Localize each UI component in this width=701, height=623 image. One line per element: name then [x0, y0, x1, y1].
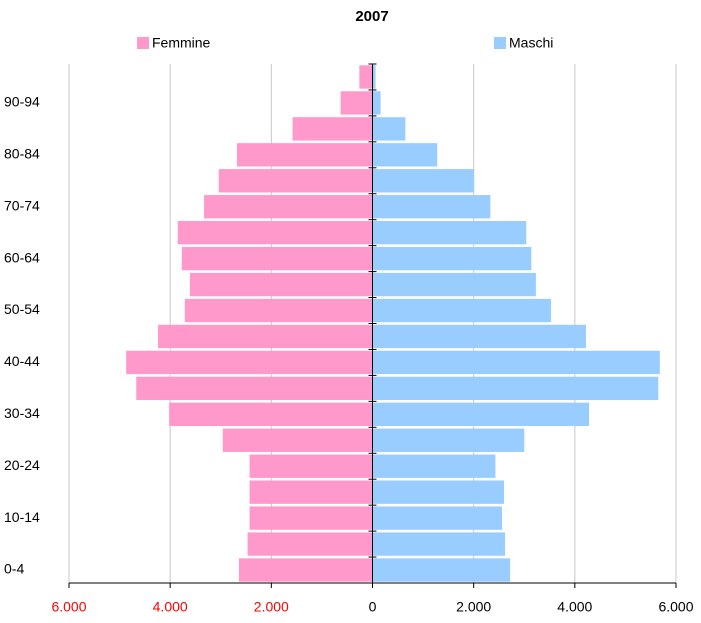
bar: [204, 195, 373, 219]
bar: [372, 428, 525, 452]
bar: [372, 220, 527, 245]
bar: [372, 376, 659, 401]
y-tick-label: 20-24: [4, 457, 40, 473]
x-tick-label: 6.000: [658, 599, 693, 615]
bar: [158, 324, 373, 349]
bar: [247, 532, 373, 556]
x-tick-label: 2.000: [456, 599, 491, 615]
bar: [372, 454, 496, 478]
bar: [372, 143, 438, 167]
bar: [126, 350, 373, 375]
bar: [372, 532, 506, 556]
y-tick-label: 50-54: [4, 301, 40, 317]
legend-label: Maschi: [509, 35, 553, 51]
bar: [372, 272, 536, 297]
y-tick-label: 0-4: [4, 561, 24, 577]
y-tick-label: 60-64: [4, 249, 40, 265]
bar: [372, 298, 552, 323]
bar: [372, 117, 406, 141]
bar: [372, 324, 586, 349]
bar: [372, 169, 475, 193]
x-tick-label: 4.000: [557, 599, 592, 615]
bar: [222, 428, 373, 452]
bar: [236, 143, 373, 167]
legend-swatch: [494, 37, 506, 49]
bar: [372, 246, 532, 271]
y-tick-label: 10-14: [4, 509, 40, 525]
legend-label: Femmine: [152, 35, 211, 51]
bar: [136, 376, 373, 401]
bar: [238, 558, 373, 582]
bar: [359, 65, 373, 89]
legend-swatch: [137, 37, 149, 49]
bar: [372, 195, 491, 219]
bar: [249, 480, 373, 504]
bar: [292, 117, 373, 141]
bar: [372, 506, 502, 530]
x-tick-label: 0: [369, 599, 377, 615]
bar: [372, 65, 376, 89]
bar: [218, 169, 373, 193]
bar: [169, 402, 373, 427]
x-tick-label: 6.000: [51, 599, 86, 615]
y-tick-label: 30-34: [4, 405, 40, 421]
bar: [181, 246, 373, 271]
x-tick-label: 2.000: [254, 599, 289, 615]
bar: [177, 220, 373, 245]
bar: [189, 272, 373, 297]
bar: [372, 91, 381, 115]
x-tick-label: 4.000: [153, 599, 188, 615]
y-tick-label: 80-84: [4, 146, 40, 162]
bar: [249, 506, 373, 530]
bar: [184, 298, 373, 323]
bar: [372, 480, 505, 504]
y-tick-label: 40-44: [4, 353, 40, 369]
y-tick-label: 70-74: [4, 197, 40, 213]
bar: [372, 558, 511, 582]
bar: [249, 454, 373, 478]
chart-title: 2007: [355, 8, 388, 25]
y-tick-label: 90-94: [4, 94, 40, 110]
bar: [372, 350, 660, 375]
bar: [340, 91, 373, 115]
bar: [372, 402, 589, 427]
